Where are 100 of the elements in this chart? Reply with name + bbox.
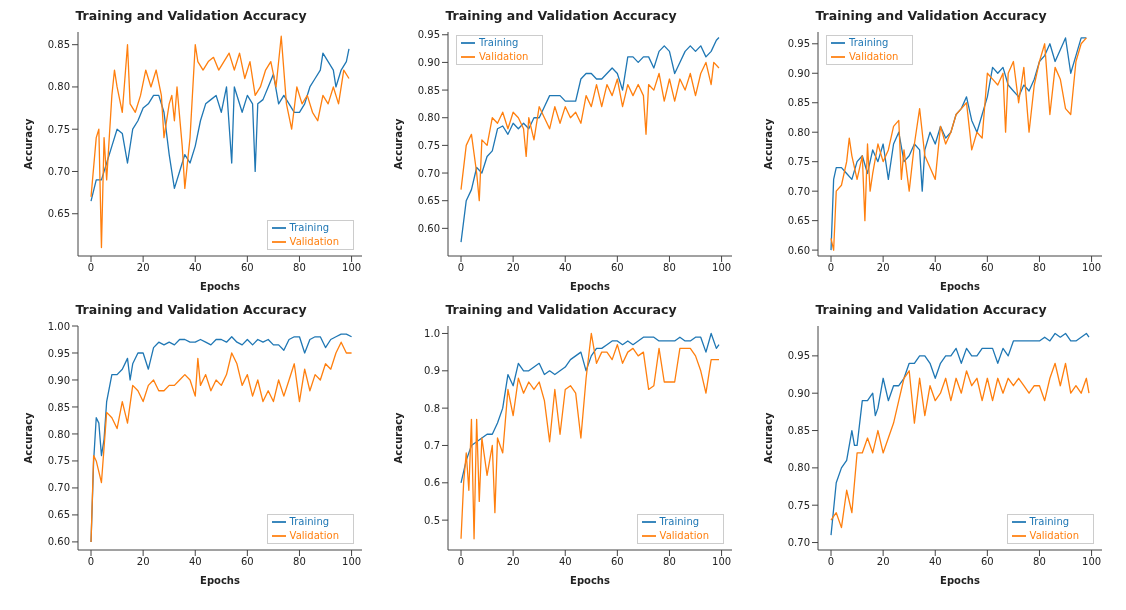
y-tick-label: 0.95 <box>787 38 810 50</box>
x-tick-label: 20 <box>506 262 520 274</box>
x-tick-label: 40 <box>558 556 572 568</box>
x-tick-label: 60 <box>610 556 624 568</box>
y-tick-label: 0.6 <box>424 477 440 489</box>
x-tick-label: 40 <box>558 262 572 274</box>
y-tick-label: 0.85 <box>417 84 440 96</box>
y-tick-label: 0.95 <box>417 29 440 41</box>
y-tick-label: 0.90 <box>787 387 810 399</box>
y-tick-label: 0.60 <box>787 244 810 256</box>
legend-label: Training <box>659 516 700 527</box>
y-tick-label: 0.65 <box>417 195 440 207</box>
y-tick-label: 0.85 <box>47 39 70 51</box>
x-tick-label: 60 <box>980 556 994 568</box>
line-series <box>830 362 1090 529</box>
x-tick-label: 40 <box>928 556 942 568</box>
x-tick-label: 0 <box>827 262 835 274</box>
x-tick-label: 20 <box>876 262 890 274</box>
y-axis-title: Accuracy <box>392 412 404 464</box>
legend-label: Training <box>289 516 330 527</box>
y-tick-label: 0.85 <box>787 425 810 437</box>
x-tick-label: 0 <box>827 556 835 568</box>
y-axis-title: Accuracy <box>392 118 404 170</box>
line-series <box>460 332 720 540</box>
y-tick-label: 0.95 <box>47 347 70 359</box>
y-tick-label: 0.90 <box>47 374 70 386</box>
y-tick-label: 0.85 <box>47 401 70 413</box>
legend-label: Validation <box>289 236 339 247</box>
y-axis-title: Accuracy <box>762 118 774 170</box>
y-tick-label: 0.70 <box>417 167 440 179</box>
y-tick-label: 0.85 <box>787 97 810 109</box>
x-axis-title: Epochs <box>200 281 240 292</box>
x-tick-label: 60 <box>240 556 254 568</box>
legend-label: Training <box>1029 516 1070 527</box>
line-series <box>460 332 720 484</box>
y-tick-label: 0.70 <box>47 482 70 494</box>
chart-title: Training and Validation Accuracy <box>814 8 1048 25</box>
chart-title: Training and Validation Accuracy <box>444 8 678 25</box>
chart-title: Training and Validation Accuracy <box>444 302 678 319</box>
y-tick-label: 0.90 <box>417 56 440 68</box>
y-tick-label: 0.95 <box>787 350 810 362</box>
legend-label: Training <box>849 37 889 48</box>
x-tick-label: 100 <box>712 556 732 568</box>
chart-title: Training and Validation Accuracy <box>814 302 1048 319</box>
y-tick-label: 0.70 <box>787 185 810 197</box>
y-tick-label: 0.65 <box>47 208 70 220</box>
y-tick-label: 0.60 <box>47 536 70 548</box>
x-tick-label: 100 <box>342 262 362 274</box>
y-tick-label: 0.65 <box>787 215 810 227</box>
y-tick-label: 0.7 <box>424 440 440 452</box>
x-tick-label: 0 <box>87 556 95 568</box>
legend-label: Training <box>479 37 519 48</box>
line-series <box>90 35 350 249</box>
y-tick-label: 0.75 <box>787 499 810 511</box>
x-tick-label: 80 <box>293 262 306 274</box>
x-tick-label: 60 <box>240 262 254 274</box>
x-tick-label: 60 <box>980 262 994 274</box>
x-axis-title: Epochs <box>570 281 610 292</box>
y-tick-label: 1.00 <box>47 320 70 332</box>
x-tick-label: 0 <box>457 262 465 274</box>
x-tick-label: 100 <box>712 262 732 274</box>
legend-label: Validation <box>849 51 899 62</box>
y-tick-label: 0.75 <box>47 455 70 467</box>
y-tick-label: 0.70 <box>787 537 810 549</box>
x-tick-label: 100 <box>342 556 362 568</box>
y-tick-label: 0.60 <box>417 222 440 234</box>
x-tick-label: 20 <box>506 556 520 568</box>
legend-label: Validation <box>479 51 529 62</box>
y-axis-title: Accuracy <box>22 118 34 170</box>
x-tick-label: 0 <box>457 556 465 568</box>
y-tick-label: 0.80 <box>417 112 440 124</box>
x-tick-label: 80 <box>663 556 676 568</box>
x-axis-title: Epochs <box>940 575 980 586</box>
line-series <box>460 36 720 243</box>
y-tick-label: 0.80 <box>787 462 810 474</box>
legend-label: Validation <box>659 530 709 541</box>
line-series <box>460 61 720 202</box>
x-tick-label: 0 <box>87 262 95 274</box>
x-tick-label: 20 <box>136 262 150 274</box>
line-series <box>830 37 1088 251</box>
y-tick-label: 0.8 <box>424 402 440 414</box>
y-tick-label: 0.75 <box>417 139 440 151</box>
legend-label: Training <box>289 222 330 233</box>
legend-label: Validation <box>289 530 339 541</box>
x-tick-label: 80 <box>1033 556 1046 568</box>
y-tick-label: 0.80 <box>47 81 70 93</box>
x-tick-label: 80 <box>663 262 676 274</box>
x-tick-label: 80 <box>293 556 306 568</box>
x-tick-label: 20 <box>136 556 150 568</box>
x-axis-title: Epochs <box>200 575 240 586</box>
chart-title: Training and Validation Accuracy <box>74 302 308 319</box>
line-series <box>90 48 350 202</box>
x-tick-label: 60 <box>610 262 624 274</box>
x-axis-title: Epochs <box>570 575 610 586</box>
y-tick-label: 1.0 <box>424 328 440 340</box>
legend-label: Validation <box>1029 530 1079 541</box>
y-tick-label: 0.90 <box>787 67 810 79</box>
y-tick-label: 0.9 <box>424 365 440 377</box>
y-tick-label: 0.75 <box>47 123 70 135</box>
x-tick-label: 100 <box>1082 556 1102 568</box>
